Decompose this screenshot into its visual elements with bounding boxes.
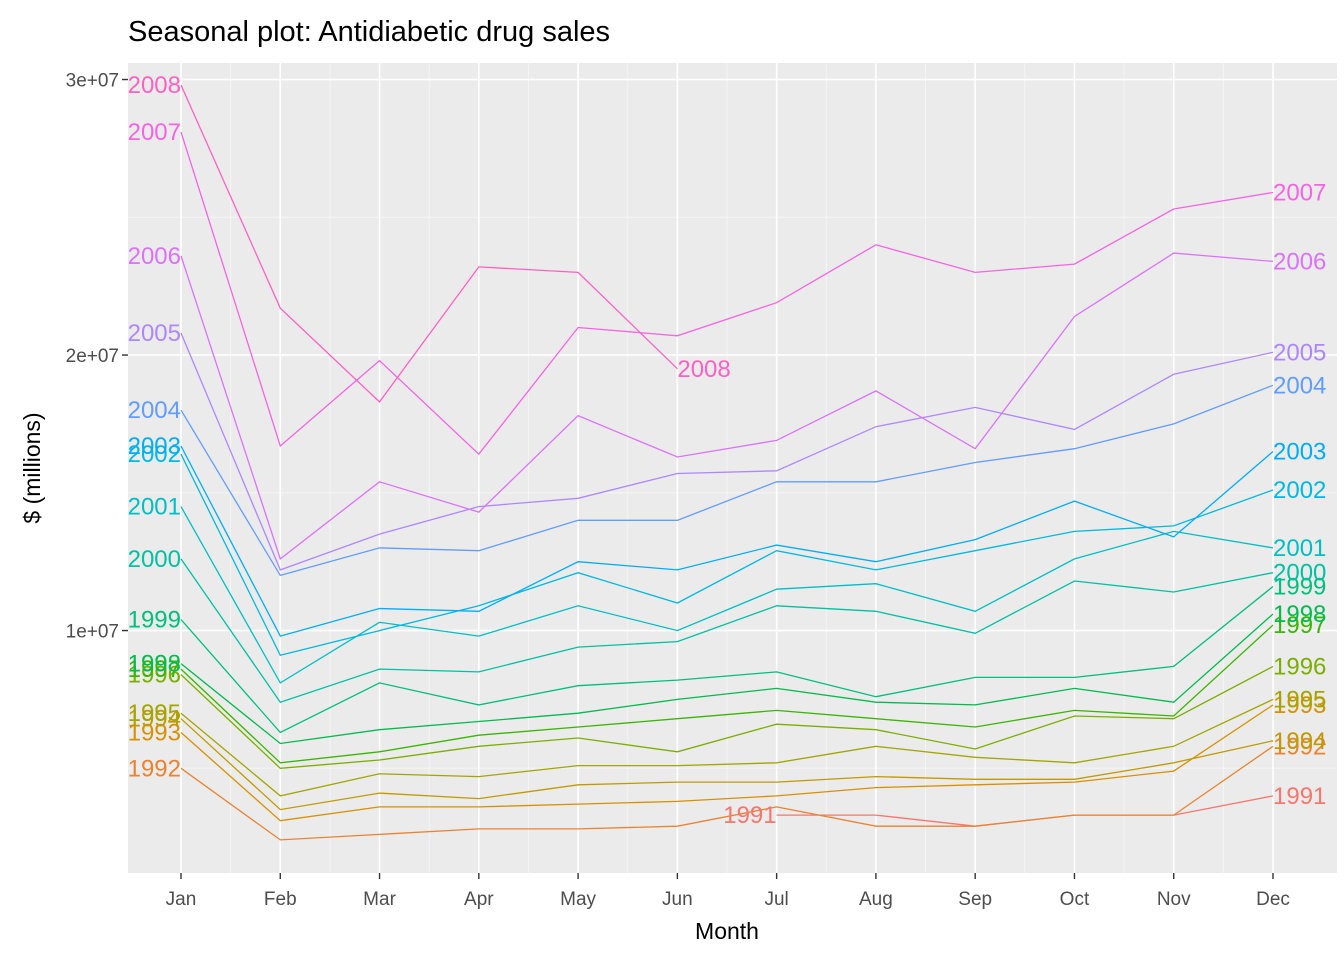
series-label-1998-start: 1998 <box>128 651 181 678</box>
x-axis-title: Month <box>695 918 759 944</box>
series-label-2002-start: 2002 <box>128 441 181 468</box>
series-label-1999-start: 1999 <box>128 607 181 634</box>
x-tick-label-Oct: Oct <box>1060 889 1090 910</box>
series-line-2005 <box>180 332 1274 571</box>
series-label-2003-start: 2003 <box>128 433 181 460</box>
x-tick-label-Dec: Dec <box>1256 889 1290 910</box>
series-label-2001-start: 2001 <box>128 494 181 521</box>
series-label-2006-start: 2006 <box>128 243 181 270</box>
series-line-2003 <box>180 445 1274 637</box>
series-line-2002 <box>180 453 1274 657</box>
x-tick-label-Nov: Nov <box>1157 889 1191 910</box>
series-label-1997-start: 1997 <box>128 656 181 683</box>
x-tick-label-Sep: Sep <box>958 889 992 910</box>
series-label-1999-end: 1999 <box>1273 573 1326 600</box>
series-line-2007 <box>180 131 1274 456</box>
x-tick-label-Apr: Apr <box>464 889 494 910</box>
series-label-1996-start: 1996 <box>128 662 181 689</box>
series-line-1997 <box>180 624 1274 764</box>
x-tick-label-Jun: Jun <box>662 889 693 910</box>
y-tick-label: 2e+07 <box>66 346 119 367</box>
series-lines <box>180 84 1274 841</box>
series-label-1997-end: 1997 <box>1273 612 1326 639</box>
x-tick-label-Feb: Feb <box>264 889 297 910</box>
x-tick-label-May: May <box>560 889 596 910</box>
series-line-2008 <box>180 84 678 403</box>
series-label-2004-end: 2004 <box>1273 372 1326 399</box>
series-label-2005-start: 2005 <box>128 320 181 347</box>
series-label-2002-end: 2002 <box>1273 477 1326 504</box>
y-tick-label: 3e+07 <box>66 71 119 92</box>
series-label-1994-start: 1994 <box>128 706 181 733</box>
series-label-2004-start: 2004 <box>128 397 181 424</box>
series-label-2006-end: 2006 <box>1273 248 1326 275</box>
series-line-2001 <box>180 506 1274 684</box>
series-label-1993-end: 1993 <box>1273 692 1326 719</box>
series-label-2001-end: 2001 <box>1273 535 1326 562</box>
series-line-2004 <box>180 384 1274 577</box>
series-line-1993 <box>180 704 1274 822</box>
series-line-1992 <box>180 745 1274 841</box>
series-label-2005-end: 2005 <box>1273 339 1326 366</box>
series-label-1995-start: 1995 <box>128 700 181 727</box>
x-tick-label-Aug: Aug <box>859 889 893 910</box>
series-label-2003-end: 2003 <box>1273 438 1326 465</box>
series-label-1992-start: 1992 <box>128 755 181 782</box>
series-label-1994-end: 1994 <box>1273 728 1326 755</box>
series-label-2008-start: 2008 <box>128 72 181 99</box>
x-tick-label-Mar: Mar <box>363 889 396 910</box>
series-line-1996 <box>180 665 1274 769</box>
plot-panel <box>128 63 1337 873</box>
chart-title: Seasonal plot: Antidiabetic drug sales <box>128 16 610 48</box>
series-labels: 1991199119921992199319931994199419951995… <box>128 72 1327 829</box>
series-label-1991-start: 1991 <box>723 802 776 829</box>
series-line-1999 <box>180 585 1274 734</box>
series-line-1994 <box>180 718 1274 811</box>
major-gridlines <box>128 63 1337 873</box>
series-label-1993-start: 1993 <box>128 719 181 746</box>
x-axis: Jan Feb Mar Apr May Jun Jul Aug Sep Oct Nov Dec <box>166 873 1290 910</box>
series-line-2000 <box>180 558 1274 703</box>
series-label-1998-end: 1998 <box>1273 601 1326 628</box>
x-tick-label-Jul: Jul <box>764 889 788 910</box>
y-axis: 1e+07 2e+07 3e+07 <box>66 71 128 643</box>
series-label-2007-start: 2007 <box>128 119 181 146</box>
series-label-1992-end: 1992 <box>1273 733 1326 760</box>
series-line-1995 <box>180 698 1274 797</box>
x-tick-label-Jan: Jan <box>166 889 197 910</box>
series-label-1996-end: 1996 <box>1273 653 1326 680</box>
series-label-2007-end: 2007 <box>1273 179 1326 206</box>
series-label-2000-start: 2000 <box>128 546 181 573</box>
y-tick-label: 1e+07 <box>66 622 119 643</box>
series-label-1995-end: 1995 <box>1273 686 1326 713</box>
series-label-2000-end: 2000 <box>1273 560 1326 587</box>
series-label-1991-end: 1991 <box>1273 783 1326 810</box>
series-line-1998 <box>180 613 1274 745</box>
y-axis-title: $ (millions) <box>19 412 45 523</box>
series-line-2006 <box>180 252 1274 560</box>
series-label-2008-end: 2008 <box>677 356 730 383</box>
minor-gridlines <box>128 63 1337 873</box>
